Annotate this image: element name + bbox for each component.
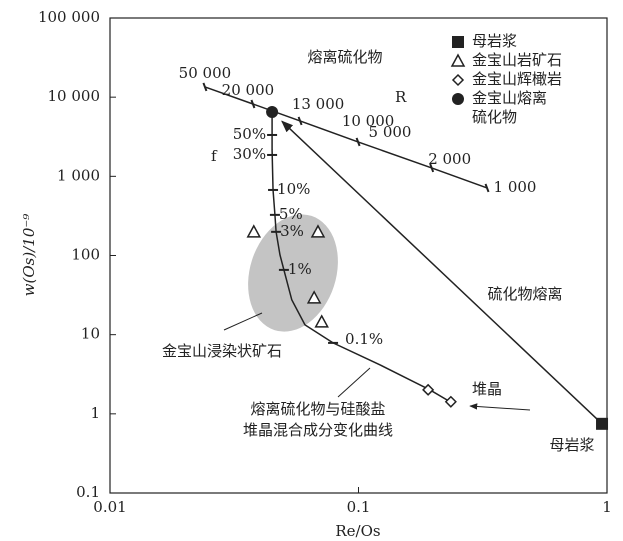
curve-tick-label: 30% [233, 145, 266, 163]
r-label: 1 000 [494, 178, 537, 196]
y-tick-label: 100 [71, 246, 100, 264]
cumulate-arrow [469, 403, 531, 411]
point [266, 105, 279, 118]
curve-tick-label: 10% [277, 180, 310, 198]
x-tick-label: 1 [602, 498, 612, 516]
y-tick-label: 100 000 [38, 8, 100, 26]
x-tick-label: 0.01 [93, 498, 126, 516]
point [306, 290, 322, 304]
y-axis-label: w(Os)/10⁻⁹ [20, 214, 38, 297]
curve-tick-label: 3% [280, 222, 304, 240]
legend-label: 金宝山辉橄岩 [472, 70, 562, 88]
point [450, 53, 466, 67]
y-tick-label: 10 000 [48, 87, 101, 105]
legend-label: 金宝山岩矿石 [472, 51, 562, 69]
curve-tick-label: 1% [288, 260, 312, 278]
pointer [223, 312, 263, 331]
legend-label-box: 金宝山熔离硫化物 [472, 89, 548, 126]
r-label: 20 000 [222, 81, 275, 99]
y-tick-label: 1 [90, 404, 100, 422]
r-tick [250, 99, 256, 109]
annotation: 熔离硫化物与硅酸盐 [250, 400, 385, 418]
point [310, 224, 326, 238]
r-label: 2 000 [428, 150, 471, 168]
point [596, 417, 609, 430]
annotation: 堆晶混合成分变化曲线 [243, 421, 393, 439]
annotation: 硫化物熔离 [487, 285, 562, 303]
r-tick [202, 82, 208, 92]
point [451, 73, 465, 87]
r-label: 13 000 [292, 95, 345, 113]
point [422, 383, 435, 396]
x-tick-label: 0.1 [347, 498, 371, 516]
curve-tick-label: 50% [233, 125, 266, 143]
point [452, 93, 464, 105]
curve-tick-label: 5% [279, 205, 303, 223]
y-tick-label: 0.1 [76, 483, 100, 501]
annotation: 5 000 [369, 123, 412, 141]
line-name: R [395, 88, 407, 106]
annotation: 熔离硫化物 [307, 48, 382, 66]
y-tick-label: 1 000 [57, 166, 100, 184]
mixing-line [204, 86, 488, 189]
y-tick-label: 10 [81, 325, 100, 343]
r-label: 50 000 [179, 64, 232, 82]
r-tick [297, 116, 303, 126]
point [444, 395, 457, 408]
annotation: 堆晶 [472, 380, 502, 398]
legend-label: 母岩浆 [472, 32, 517, 50]
annotation: 母岩浆 [549, 436, 594, 454]
point [452, 36, 464, 48]
r-tick [429, 163, 435, 173]
annotation: 金宝山浸染状矿石 [162, 342, 282, 360]
point [314, 314, 329, 328]
point [246, 224, 262, 238]
r-tick [355, 137, 361, 147]
pointer [337, 367, 371, 398]
curve-tick-label: 0.1% [345, 330, 383, 348]
segregation-arrow [281, 120, 603, 425]
r-tick [484, 183, 490, 193]
legend-label: 金宝山熔离硫化物 [472, 89, 548, 126]
x-axis-label: Re/Os [335, 522, 380, 540]
r-label: 10 000 [342, 112, 395, 130]
line-name: f [211, 147, 218, 165]
